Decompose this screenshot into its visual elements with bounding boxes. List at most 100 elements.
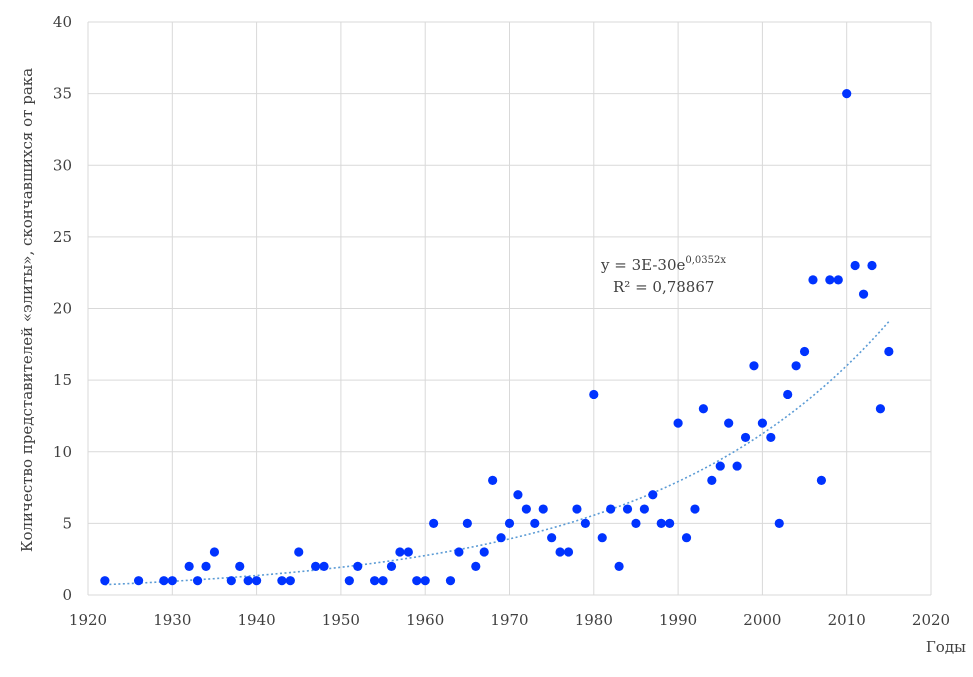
data-point <box>167 576 177 586</box>
data-point <box>656 518 666 528</box>
data-point <box>673 418 683 428</box>
data-point <box>774 518 784 528</box>
data-point <box>192 576 203 586</box>
data-point <box>639 504 649 514</box>
trendline <box>104 321 890 586</box>
data-point <box>462 518 472 528</box>
data-point <box>429 518 439 528</box>
data-point <box>867 260 877 271</box>
data-point <box>370 576 380 586</box>
trend-equation-exponent: 0,0352x <box>685 255 726 266</box>
data-point <box>201 561 211 571</box>
x-axis-title: Годы <box>926 638 966 656</box>
data-point <box>715 461 725 471</box>
data-point <box>690 504 700 514</box>
y-tick-label: 10 <box>53 443 72 461</box>
data-point <box>749 361 759 371</box>
data-point <box>226 576 236 586</box>
data-point <box>521 504 531 514</box>
data-point <box>858 289 869 299</box>
data-point <box>825 275 835 285</box>
data-point <box>622 504 633 514</box>
x-tick-label: 2010 <box>828 611 866 629</box>
data-point <box>159 576 169 586</box>
data-point <box>698 404 708 414</box>
trend-equation: y = 3E-30e0,0352x <box>600 255 726 274</box>
data-point <box>606 504 616 514</box>
data-point <box>311 561 321 571</box>
y-tick-label: 20 <box>53 300 72 318</box>
data-point <box>757 418 768 428</box>
data-point <box>681 533 692 543</box>
y-tick-label: 15 <box>53 371 72 389</box>
y-tick-label: 25 <box>53 228 72 246</box>
y-axis-title: Количество представителей «элиты», сконч… <box>18 68 36 552</box>
data-point <box>850 260 860 271</box>
data-point <box>555 547 565 557</box>
data-point <box>766 432 776 443</box>
data-point <box>665 518 675 528</box>
data-point <box>209 547 220 557</box>
trend-r2: R² = 0,78867 <box>613 278 714 296</box>
y-tick-label: 0 <box>62 586 72 604</box>
data-point <box>133 576 144 586</box>
x-tick-label: 1930 <box>153 611 191 629</box>
data-point <box>648 490 658 500</box>
data-point <box>732 461 742 471</box>
data-point <box>100 576 110 586</box>
data-point <box>294 547 304 557</box>
data-point <box>791 361 801 371</box>
data-point <box>353 561 363 571</box>
data-point <box>504 518 515 528</box>
data-point <box>513 490 523 500</box>
data-point <box>378 576 388 586</box>
data-point <box>816 475 827 485</box>
data-point <box>842 89 852 99</box>
data-point <box>563 547 574 557</box>
x-tick-label: 2020 <box>912 611 950 629</box>
data-point <box>799 346 810 357</box>
data-point <box>808 275 818 285</box>
x-tick-label: 1960 <box>406 611 444 629</box>
data-point <box>580 518 590 528</box>
data-point <box>252 576 262 586</box>
data-point <box>319 561 329 571</box>
y-tick-label: 40 <box>53 13 72 31</box>
data-point <box>285 576 295 586</box>
data-point <box>344 576 354 586</box>
x-tick-label: 1980 <box>575 611 613 629</box>
data-point <box>479 547 489 557</box>
y-tick-label: 35 <box>53 85 72 103</box>
data-point <box>740 432 751 443</box>
x-tick-label: 1920 <box>69 611 107 629</box>
data-point <box>471 561 481 571</box>
data-point <box>547 533 557 543</box>
x-tick-label: 2000 <box>743 611 781 629</box>
data-point <box>783 389 793 400</box>
data-point <box>403 547 413 557</box>
grid-lines <box>87 21 932 596</box>
data-point <box>496 533 506 543</box>
data-point <box>454 547 464 557</box>
data-point <box>386 561 397 571</box>
data-point <box>707 475 717 485</box>
data-point <box>395 547 405 557</box>
trendline-layer <box>104 321 890 586</box>
data-point <box>724 418 734 428</box>
data-point <box>875 404 886 414</box>
data-point <box>277 576 287 586</box>
data-point <box>589 389 599 400</box>
data-point <box>833 275 843 285</box>
data-point <box>235 561 245 571</box>
x-tick-label: 1990 <box>659 611 697 629</box>
data-point <box>631 518 641 528</box>
data-point <box>184 561 194 571</box>
data-point <box>597 533 607 543</box>
data-point <box>488 475 498 485</box>
data-point <box>420 576 430 586</box>
data-point <box>243 576 253 586</box>
data-point <box>412 576 422 586</box>
tick-labels: 0 5 10 15 20 25 30 35 40 1920 1930 1940 1950 1960 1970… <box>53 13 950 629</box>
data-point <box>884 346 894 357</box>
